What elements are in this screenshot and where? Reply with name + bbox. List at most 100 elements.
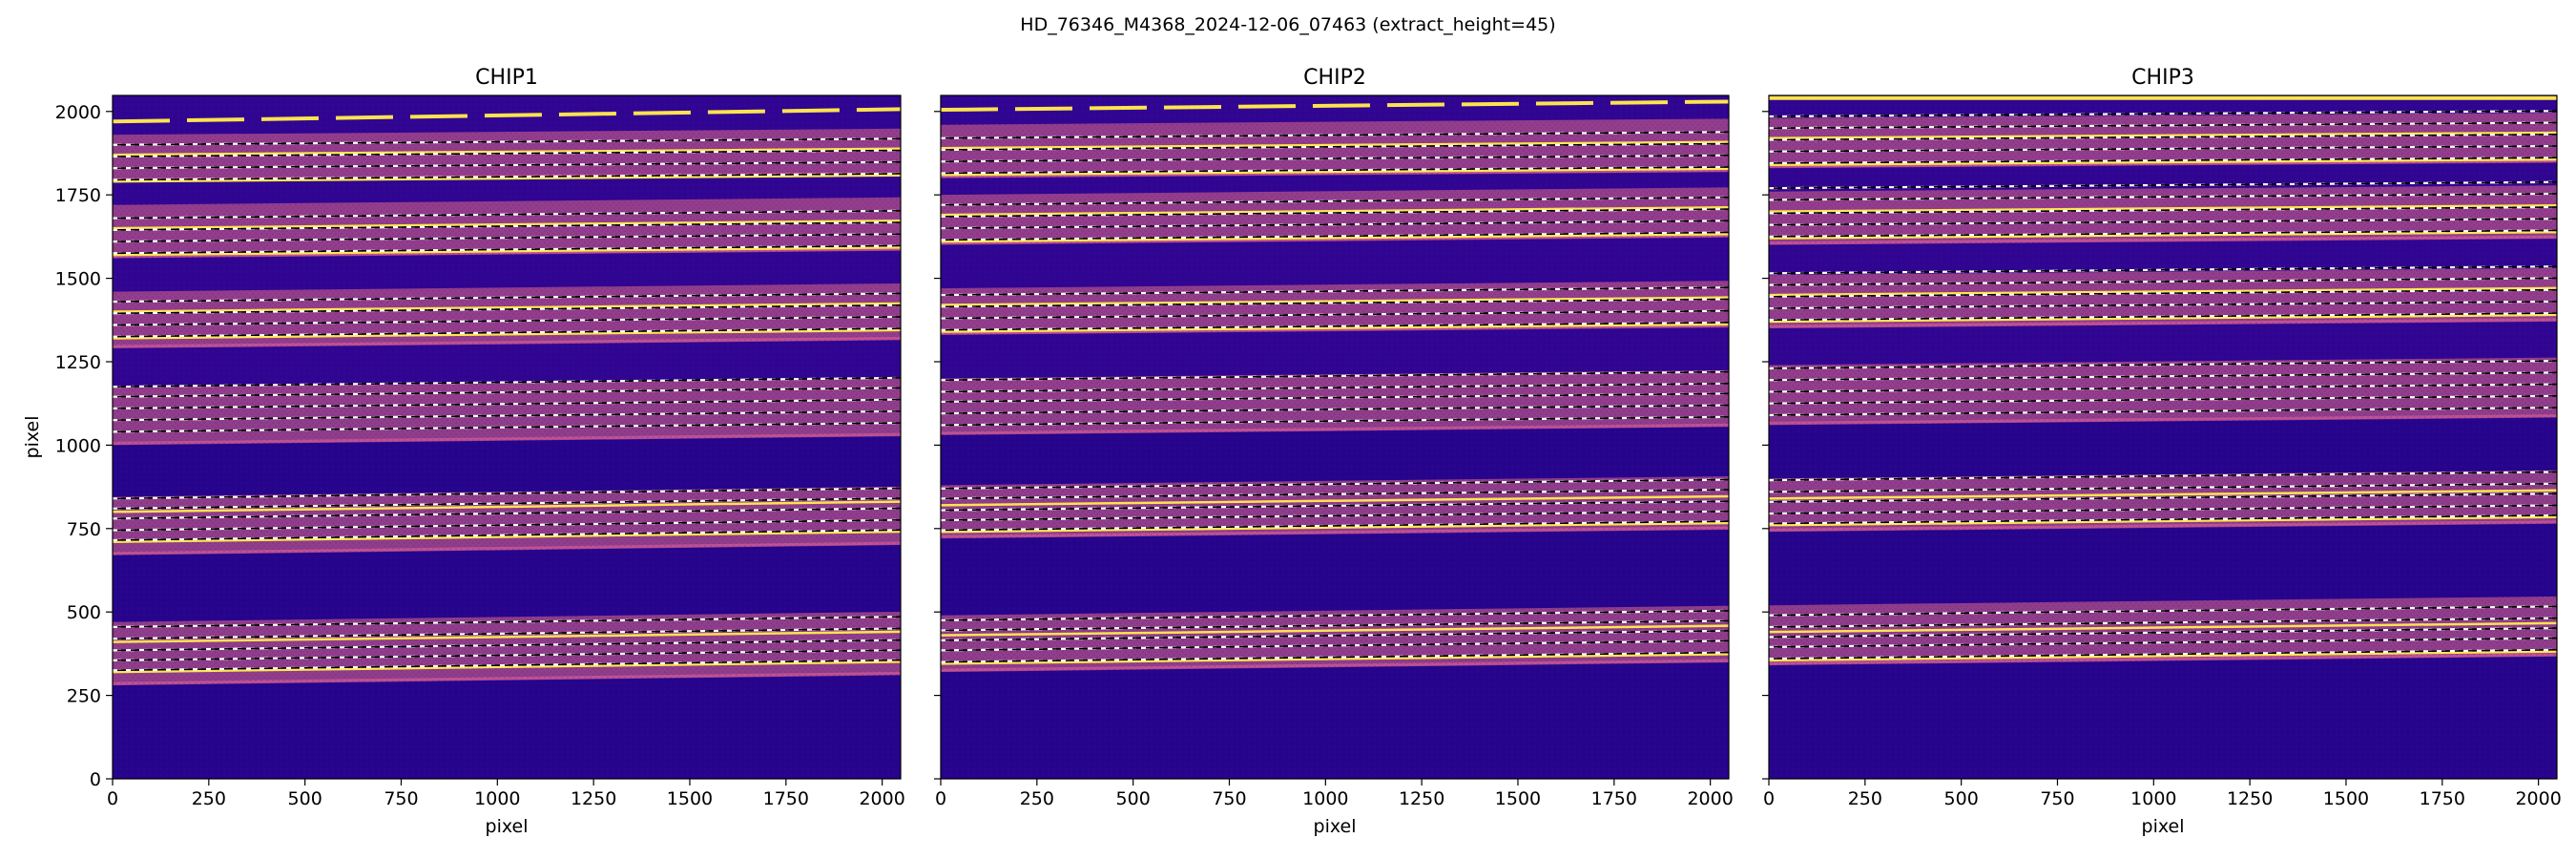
trace-line [941, 521, 1729, 534]
extraction-line-dark [1769, 504, 2557, 514]
extraction-line-dark [113, 519, 901, 532]
extraction-line-dark [1769, 277, 2557, 286]
x-tick-label: 1000 [1302, 788, 1348, 809]
axes-frame [112, 94, 902, 780]
extraction-line-dark [941, 370, 1729, 382]
extraction-line-dark [1769, 605, 2557, 617]
extraction-line-dark [113, 387, 901, 398]
extraction-line-dark [113, 160, 901, 170]
x-tick-label: 500 [1116, 788, 1151, 809]
x-axis-label: pixel [1314, 816, 1357, 837]
trace-line [113, 660, 901, 674]
extraction-line-dark [113, 292, 901, 303]
trace-line [941, 233, 1729, 243]
extraction-line-dark [941, 154, 1729, 163]
extraction-line-dark [941, 630, 1729, 641]
chip-panel-3: CHIP3 0 250 500 750 1000 1250 1500 1750 2000 pixel [1762, 66, 2562, 837]
y-axis-label: pixel [22, 416, 43, 459]
trace-line [1769, 131, 2557, 139]
y-tick-label: 1500 [55, 269, 101, 290]
extraction-line-dark [113, 173, 901, 181]
trace-line [1769, 230, 2557, 240]
extraction-line-dark [113, 639, 901, 652]
extraction-line-dark [1769, 229, 2557, 238]
extraction-line-dark [1769, 193, 2557, 201]
extraction-line-dark [113, 244, 901, 255]
extraction-line-dark [1769, 145, 2557, 153]
x-tick-label: 1250 [1399, 788, 1444, 809]
extraction-line-dark [1769, 301, 2557, 309]
y-tick-label: 2000 [55, 102, 101, 123]
y-tick-label: 750 [67, 519, 101, 540]
trace-line [113, 500, 901, 513]
y-tick-label: 500 [67, 602, 101, 623]
detector-image [941, 95, 1729, 779]
trace-line [113, 530, 901, 544]
extraction-line-dark [113, 659, 901, 672]
trace-line [113, 245, 901, 257]
extraction-line-dark [113, 233, 901, 242]
extraction-line-dark [941, 619, 1729, 632]
extraction-line-dark [941, 510, 1729, 521]
trace-line [1769, 621, 2557, 634]
extraction-line-dark [113, 221, 901, 231]
x-tick-label: 0 [1763, 788, 1775, 809]
extraction-line-dark [113, 507, 901, 520]
x-axis-label: pixel [2142, 816, 2185, 837]
detector-image [113, 95, 901, 779]
extraction-line-dark [113, 209, 901, 220]
trace-line [941, 206, 1729, 217]
figure-suptitle: HD_76346_M4368_2024-12-06_07463 (extract… [1020, 14, 1555, 35]
x-tick-label: 1750 [2420, 788, 2465, 809]
extraction-line-dark [1769, 218, 2557, 226]
extraction-line-dark [941, 142, 1729, 151]
extraction-line-dark [941, 478, 1729, 490]
extraction-line-dark [941, 220, 1729, 229]
extraction-line-dark [113, 377, 901, 388]
x-tick-label: 0 [935, 788, 946, 809]
extraction-line-dark [941, 196, 1729, 206]
edge-trace [941, 99, 1729, 113]
extraction-line-dark [1769, 288, 2557, 298]
extraction-line-dark [941, 166, 1729, 175]
extraction-line-dark [941, 639, 1729, 652]
extraction-line-dark [1769, 395, 2557, 405]
x-tick-label: 250 [1848, 788, 1882, 809]
extraction-line-dark [1769, 514, 2557, 525]
extraction-line-dark [1769, 482, 2557, 493]
x-tick-label: 250 [1020, 788, 1054, 809]
extraction-line-dark [1769, 121, 2557, 130]
y-tick-label: 1000 [55, 435, 101, 456]
extraction-line-dark [113, 627, 901, 639]
extraction-line-dark [941, 309, 1729, 320]
x-tick-label: 1500 [667, 788, 713, 809]
extraction-line-dark [113, 137, 901, 146]
extraction-line-dark [941, 416, 1729, 427]
extraction-line-dark [1769, 649, 2557, 660]
trace-line [1769, 650, 2557, 662]
extraction-line-dark [1769, 637, 2557, 648]
x-tick-label: 1500 [2323, 788, 2369, 809]
edge-trace [113, 107, 901, 124]
noise-overlay [113, 95, 901, 779]
noise-overlay [1769, 95, 2557, 779]
extraction-line-dark [1769, 371, 2557, 382]
extraction-line-dark [941, 231, 1729, 241]
trace-line [113, 220, 901, 230]
extraction-line-dark [941, 298, 1729, 308]
trace-line [1769, 489, 2557, 500]
x-tick-label: 2000 [2515, 788, 2561, 809]
detector-image [1769, 95, 2557, 779]
extraction-line-dark [113, 304, 901, 315]
extraction-line-dark [941, 610, 1729, 621]
trace-line [941, 653, 1729, 665]
x-tick-label: 0 [107, 788, 118, 809]
extraction-line-dark [113, 616, 901, 628]
extraction-line-dark [113, 327, 901, 338]
trace-line [941, 296, 1729, 306]
extraction-line-dark [941, 651, 1729, 663]
trace-line [113, 302, 901, 313]
trace-line [1769, 157, 2557, 166]
extraction-line-dark [941, 131, 1729, 139]
extraction-line-dark [941, 208, 1729, 218]
